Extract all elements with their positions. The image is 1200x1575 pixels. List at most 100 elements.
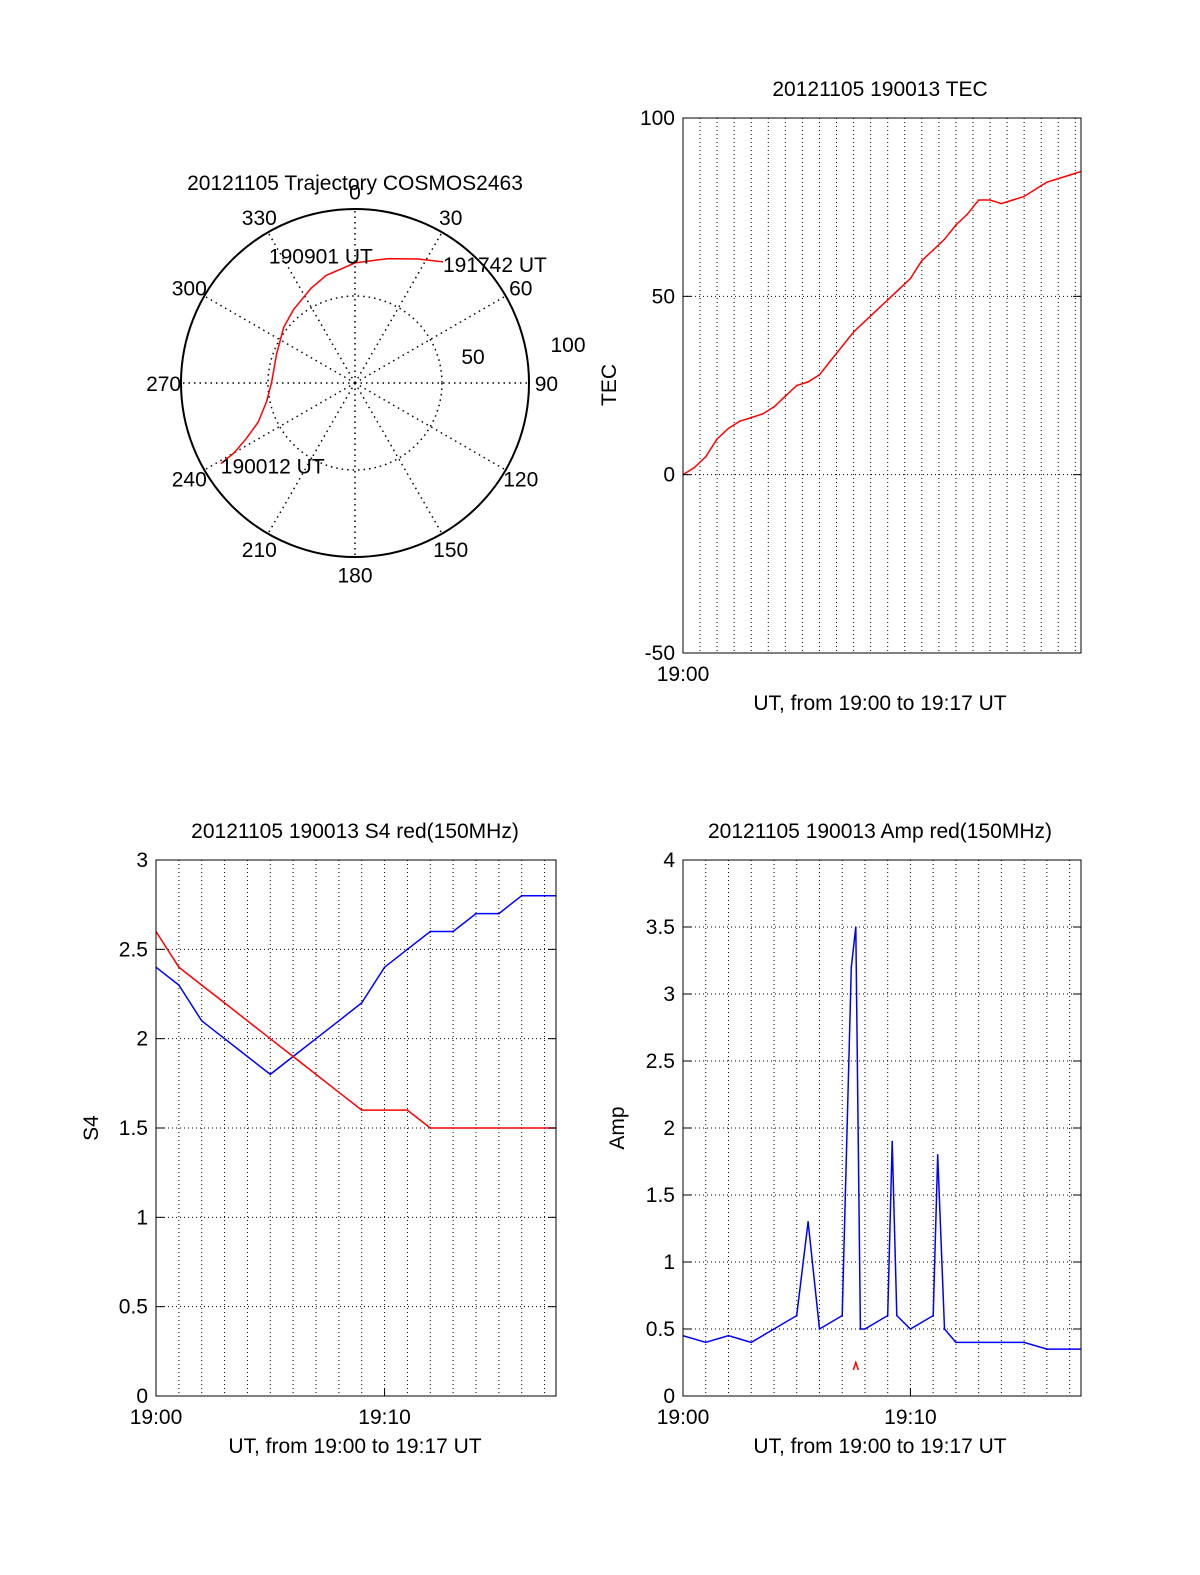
s4-point [498, 1127, 500, 1129]
amp-title: 20121105 190013 Amp red(150MHz) [708, 820, 1052, 843]
amp-point [852, 1368, 855, 1370]
y-tick-label: -50 [645, 642, 675, 665]
s4-point [429, 930, 432, 933]
tec-panel: 20121105 190013 TEC UT, from 19:00 to 19… [598, 78, 1082, 715]
y-tick-label: 2 [663, 1117, 675, 1140]
amp-point [818, 1328, 821, 1330]
amp-point [977, 1341, 980, 1344]
polar-spoke [354, 382, 443, 535]
s4-point [338, 1020, 340, 1022]
radius-label: 50 [461, 346, 484, 369]
amp-point [891, 1140, 894, 1143]
s4-ylabel: S4 [80, 1115, 103, 1141]
azimuth-label: 240 [172, 469, 207, 492]
tec-point [909, 277, 912, 280]
y-tick-label: 0.5 [646, 1318, 675, 1341]
s4-point [246, 1020, 249, 1022]
azimuth-label: 150 [433, 539, 468, 562]
azimuth-label: 90 [535, 373, 558, 396]
tec-series-1 [683, 170, 1081, 476]
amp-point [936, 1154, 939, 1156]
s4-point [269, 1037, 272, 1040]
s4-series-2 [156, 931, 556, 1129]
tec-point [761, 413, 764, 415]
tec-point [727, 427, 730, 430]
y-tick-label: 50 [652, 285, 675, 308]
tec-point [830, 359, 832, 362]
amp-xlabel: UT, from 19:00 to 19:17 UT [753, 1435, 1006, 1458]
x-tick-label: 19:00 [657, 1406, 710, 1429]
x-tick-label: 19:10 [358, 1406, 411, 1429]
s4-xlabel: UT, from 19:00 to 19:17 UT [228, 1435, 481, 1458]
amp-point [857, 1368, 859, 1370]
s4-point [383, 966, 386, 968]
s4-point [520, 1127, 523, 1129]
polar-outer-circle [180, 208, 530, 558]
x-tick-label: 19:10 [884, 1406, 937, 1429]
plot-frame [682, 859, 1082, 1397]
tec-point [784, 395, 787, 398]
tec-point [739, 420, 741, 422]
amp-point [855, 926, 857, 928]
y-tick-label: 3.5 [646, 916, 675, 939]
s4-point [475, 912, 477, 915]
s4-point [543, 894, 546, 897]
y-tick-label: 100 [640, 107, 675, 130]
s4-point [498, 912, 500, 915]
tec-point [818, 374, 821, 376]
amp-point [855, 1361, 857, 1364]
s4-point [315, 1073, 317, 1076]
amp-series-1 [683, 926, 1081, 1350]
plot-frame [682, 117, 1082, 654]
s4-series-1 [156, 894, 556, 1076]
azimuth-label: 120 [503, 469, 538, 492]
amp-point [932, 1314, 934, 1317]
tec-point [1011, 199, 1014, 201]
amp-point [1068, 1348, 1071, 1350]
y-tick-label: 1.5 [646, 1184, 675, 1207]
tec-point [1046, 181, 1048, 183]
y-tick-label: 2 [136, 1028, 148, 1051]
y-tick-label: 3 [663, 983, 675, 1006]
s4-point [223, 1037, 226, 1040]
y-tick-label: 2.5 [119, 938, 148, 961]
tec-point [1034, 188, 1037, 191]
y-tick-label: 1 [136, 1206, 148, 1229]
azimuth-label: 270 [146, 373, 181, 396]
azimuth-label: 60 [509, 277, 532, 300]
tec-ylabel: TEC [598, 364, 621, 406]
polar-spoke [267, 382, 356, 535]
y-tick-label: 4 [663, 849, 675, 872]
polar-spoke [203, 295, 356, 384]
tec-point [932, 249, 934, 251]
s4-point [360, 1002, 363, 1004]
polar-spoke [354, 295, 507, 384]
s4-point [200, 984, 203, 986]
y-tick-label: 1 [663, 1251, 675, 1274]
tec-point [943, 238, 946, 241]
tec-point [886, 299, 889, 301]
azimuth-label: 0 [349, 182, 361, 205]
azimuth-label: 180 [337, 564, 372, 587]
s4-title: 20121105 190013 S4 red(150MHz) [191, 820, 519, 843]
amp-point [841, 1314, 843, 1317]
s4-point [338, 1091, 340, 1094]
amp-series-2 [852, 1360, 859, 1370]
tec-point [704, 456, 707, 458]
amp-point [1000, 1341, 1003, 1344]
tec-point [955, 224, 957, 226]
amp-point [895, 1314, 898, 1317]
amp-point [704, 1341, 707, 1344]
amp-ylabel: Amp [606, 1106, 629, 1149]
trajectory-annotation: 190012 UT [221, 456, 325, 479]
x-tick-label: 19:00 [657, 663, 710, 686]
amp-point [864, 1328, 866, 1330]
s4-point [178, 984, 180, 986]
y-tick-label: 3 [136, 849, 148, 872]
amp-point [807, 1221, 809, 1223]
azimuth-label: 300 [172, 277, 207, 300]
tec-point [795, 384, 798, 387]
tec-point [773, 406, 775, 408]
tec-point [1057, 177, 1060, 180]
tec-point [1023, 195, 1025, 198]
